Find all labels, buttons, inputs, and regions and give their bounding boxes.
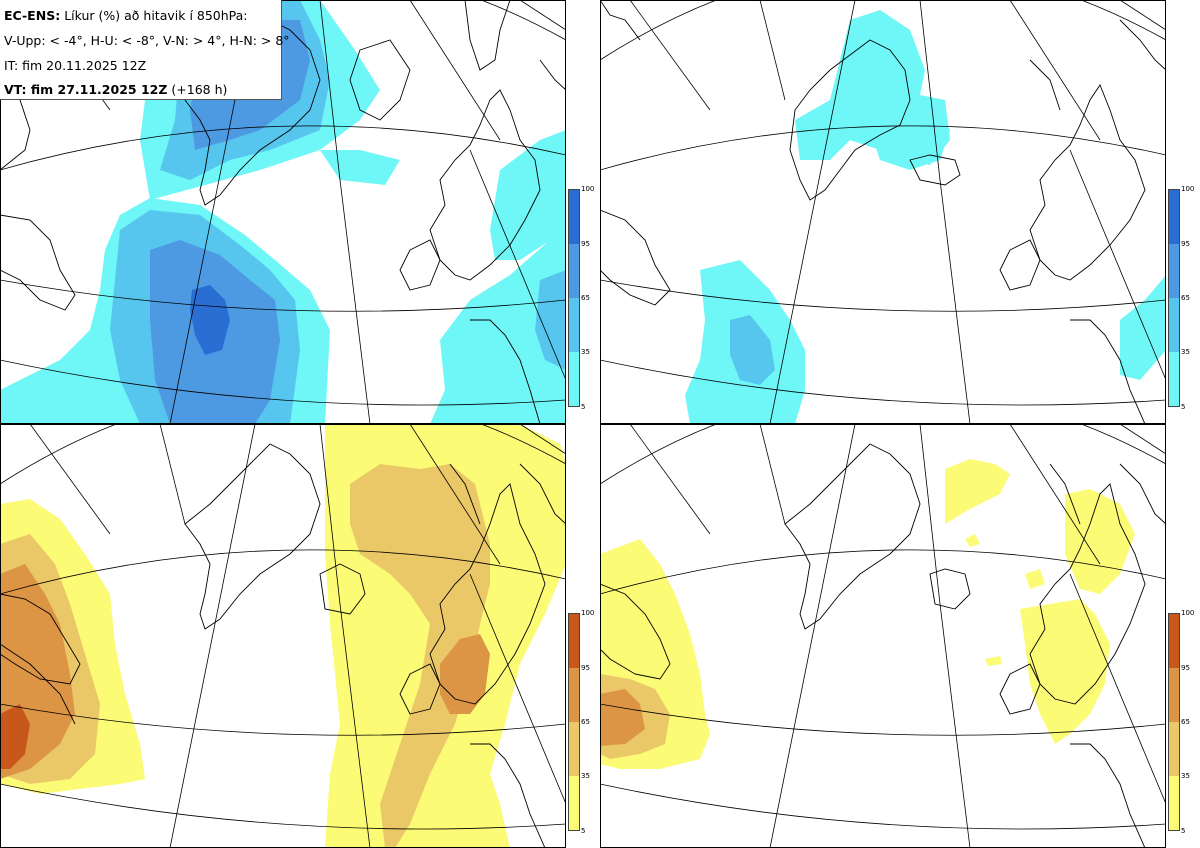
- map-panel-warm-8: [600, 424, 1166, 848]
- coastlines: [600, 0, 1166, 424]
- colorbar-tick: 95: [581, 240, 590, 248]
- map-panel-warm-4: [0, 424, 566, 848]
- lead-time: (+168 h): [171, 82, 228, 97]
- colorbar-cold-right: 100 95 65 35 5: [1168, 185, 1194, 411]
- coastlines: [600, 443, 1166, 848]
- graticule: [600, 0, 1166, 424]
- colorbar-tick: 35: [581, 772, 590, 780]
- colorbar-tick: 95: [1181, 664, 1190, 672]
- colorbar-tick: 95: [581, 664, 590, 672]
- colorbar-tick: 5: [581, 403, 586, 411]
- probability-field-warm: [600, 459, 1135, 769]
- colorbar-warm-right: 100 95 65 35 5: [1168, 609, 1194, 835]
- valid-time: VT: fim 27.11.2025 12Z: [4, 82, 168, 97]
- colorbar-tick: 100: [1181, 609, 1195, 617]
- colorbar-tick: 5: [581, 827, 586, 835]
- map-panel-cold-8: [600, 0, 1166, 424]
- map-panel-cold-4: EC-ENS: Líkur (%) að hitavik í 850hPa: V…: [0, 0, 566, 424]
- thresholds-line: V-Upp: < -4°, H-U: < -8°, V-N: > 4°, H-N…: [4, 33, 290, 48]
- init-time: IT: fim 20.11.2025 12Z: [4, 58, 147, 73]
- probability-map: [600, 424, 1166, 848]
- colorbar-tick: 100: [1181, 185, 1195, 193]
- graticule: [600, 424, 1166, 848]
- coastlines: [0, 443, 566, 848]
- colorbar-tick: 35: [1181, 348, 1190, 356]
- colorbar-tick: 65: [581, 718, 590, 726]
- probability-map: [600, 0, 1166, 424]
- colorbar-warm-left: 100 95 65 35 5: [568, 609, 594, 835]
- colorbar-tick: 35: [1181, 772, 1190, 780]
- colorbar-tick: 100: [581, 609, 595, 617]
- description: Líkur (%) að hitavik í 850hPa:: [64, 8, 248, 23]
- probability-field-cold: [685, 10, 1166, 424]
- colorbar-tick: 5: [1181, 403, 1186, 411]
- valid-time-line: VT: fim 27.11.2025 12Z (+168 h): [4, 82, 227, 97]
- colorbar-tick: 65: [1181, 294, 1190, 302]
- probability-map: [0, 424, 566, 848]
- colorbar-cold-left: 100 95 65 35 5: [568, 185, 594, 411]
- colorbar-tick: 100: [581, 185, 595, 193]
- model-label: EC-ENS:: [4, 8, 61, 23]
- colorbar-tick: 35: [581, 348, 590, 356]
- colorbar-tick: 65: [581, 294, 590, 302]
- graticule: [0, 424, 566, 848]
- probability-field-warm: [0, 424, 566, 848]
- colorbar-tick: 95: [1181, 240, 1190, 248]
- colorbar-tick: 65: [1181, 718, 1190, 726]
- title-line: EC-ENS: Líkur (%) að hitavik í 850hPa:: [4, 8, 248, 23]
- info-box: EC-ENS: Líkur (%) að hitavik í 850hPa: V…: [0, 0, 290, 100]
- colorbar-tick: 5: [1181, 827, 1186, 835]
